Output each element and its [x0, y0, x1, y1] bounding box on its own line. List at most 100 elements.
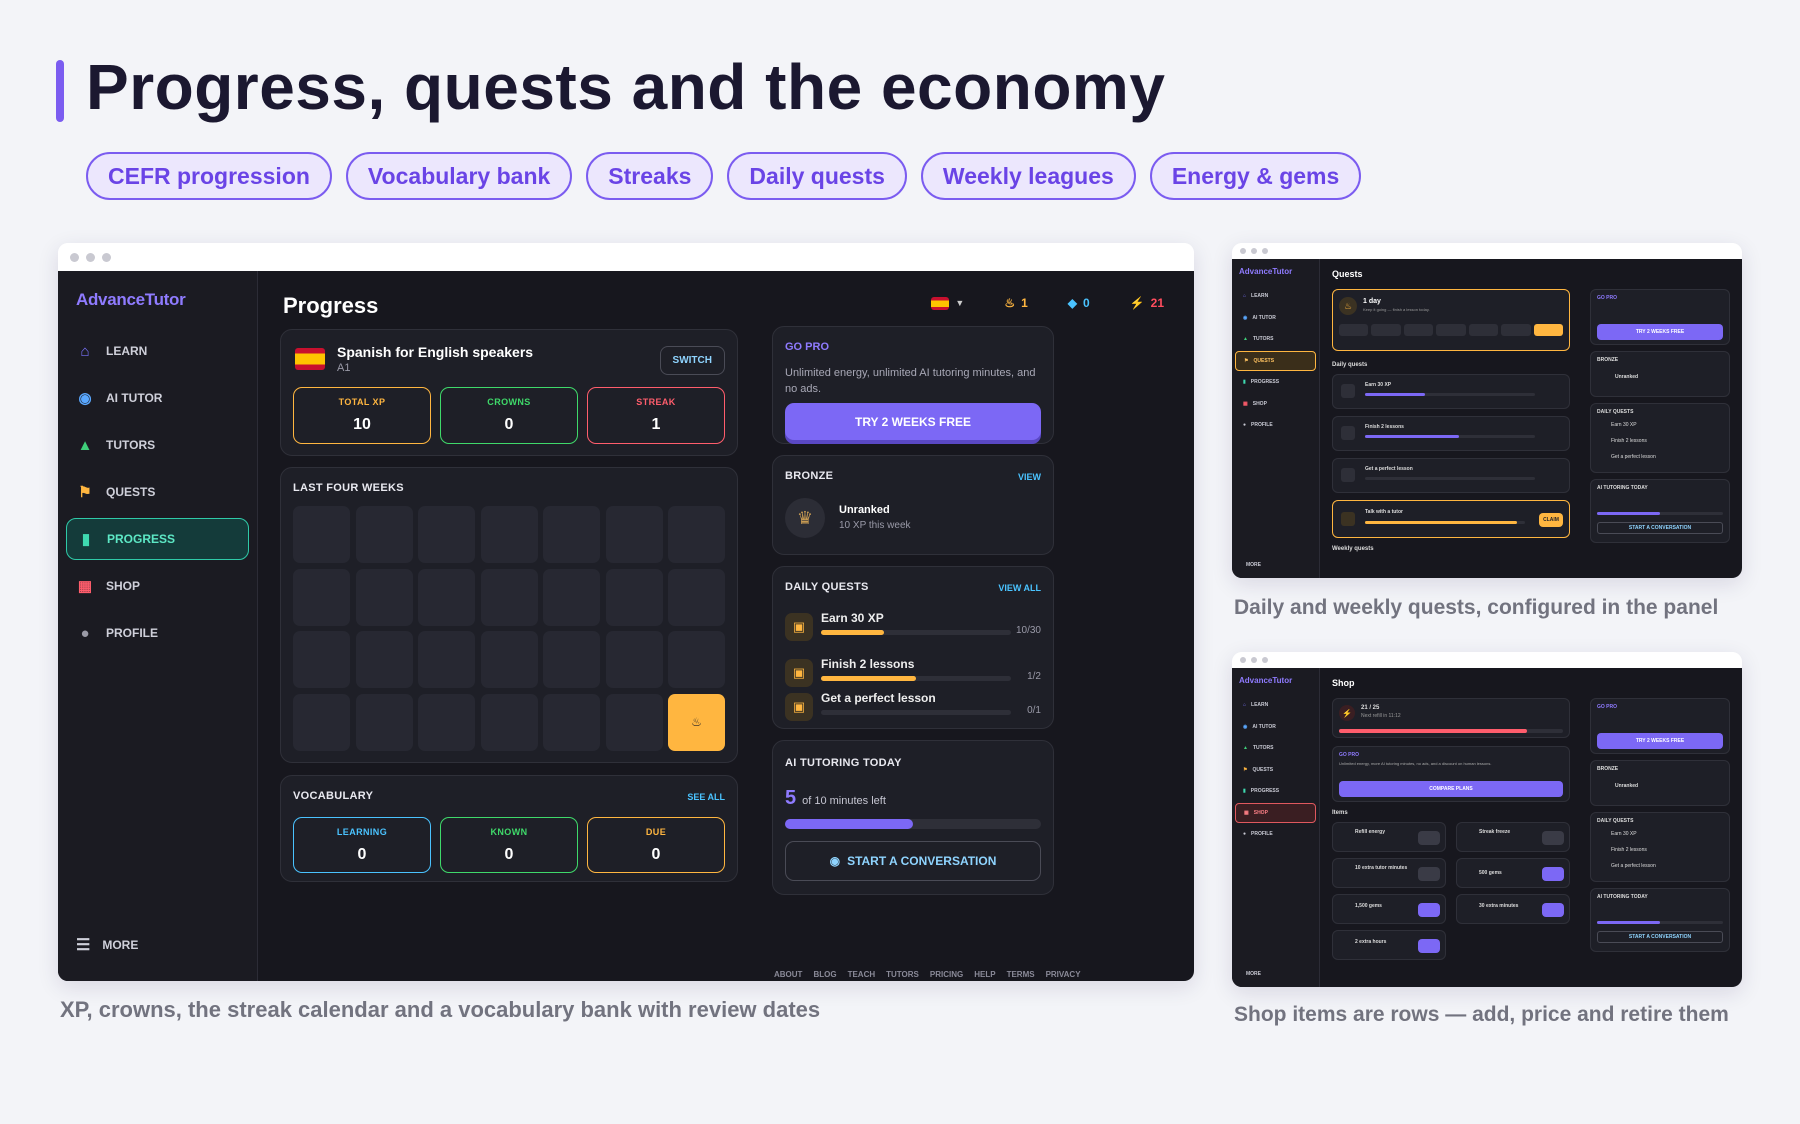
header-stats: ▼ ♨ 1 ◆ 0 ⚡ 21 — [931, 296, 1164, 310]
footer-link[interactable]: ABOUT — [774, 970, 803, 979]
chip-cefr: CEFR progression — [86, 152, 332, 200]
flame-icon: ♨ — [1004, 296, 1016, 310]
quests-window: AdvanceTutor ⌂ LEARN ◉ AI TUTOR ▲ TUTORS ⚑ Q… — [1232, 243, 1742, 578]
button-label: START A CONVERSATION — [847, 854, 997, 868]
nav-label: TUTORS — [1252, 336, 1274, 342]
switch-course-button[interactable]: SWITCH — [659, 346, 725, 375]
vocab-learning[interactable]: LEARNING 0 — [293, 817, 431, 873]
league-view-link[interactable]: VIEW — [1017, 472, 1041, 482]
nav-label: PROGRESS — [1250, 788, 1280, 794]
nav-label: QUESTS — [1252, 766, 1274, 773]
page-title: Progress — [283, 293, 379, 318]
item-name: 1,500 gems — [1355, 903, 1382, 909]
graduation-cap-icon: ▲ — [77, 436, 93, 454]
league-title: BRONZE — [785, 470, 834, 482]
week-strip — [1339, 324, 1563, 336]
quest-name: Earn 30 XP — [1611, 422, 1637, 428]
calendar-day — [605, 693, 663, 751]
sidebar-item-quests[interactable]: ⚑ QUESTS — [66, 471, 249, 513]
sidebar-item-learn[interactable]: ⌂ LEARN — [66, 330, 249, 372]
calendar-day — [480, 568, 538, 626]
quest-progress-bar — [821, 676, 1011, 681]
league-rank: Unranked — [839, 504, 890, 516]
footer-link[interactable]: BLOG — [813, 970, 837, 979]
footer-link[interactable]: PRIVACY — [1045, 970, 1081, 979]
quest-row: ▣ Get a perfect lesson 0/1 — [785, 691, 1041, 727]
flag-icon: ⚑ — [78, 484, 92, 501]
footer-link[interactable]: TUTORS — [886, 970, 919, 979]
chip-vocabulary: Vocabulary bank — [345, 152, 573, 200]
vocabulary-title: VOCABULARY — [293, 790, 374, 802]
calendar-day — [543, 631, 600, 688]
stat-crowns: CROWNS 0 — [440, 387, 578, 444]
quest-name: Earn 30 XP — [1611, 831, 1637, 837]
chip-streaks: Streaks — [586, 152, 714, 200]
language-selector[interactable]: ▼ — [931, 296, 965, 310]
calendar-day-active: ♨ — [668, 693, 725, 751]
page-heading: Progress, quests and the economy — [86, 51, 1166, 123]
stat-label: KNOWN — [490, 827, 528, 837]
mini-nav-learn: ⌂ LEARN — [1243, 702, 1269, 708]
sidebar-item-ai-tutor[interactable]: ◉ AI TUTOR — [66, 377, 249, 419]
gopro-title: GO PRO — [1597, 295, 1618, 301]
start-conversation-button: START A CONVERSATION — [1597, 931, 1723, 943]
calendar-day — [543, 506, 600, 563]
sidebar-item-progress[interactable]: ▮ PROGRESS — [66, 518, 249, 560]
mini-nav-learn: ⌂ LEARN — [1243, 293, 1269, 299]
gopro-title: GO PRO — [785, 341, 830, 353]
sidebar-more[interactable]: ☰ MORE — [76, 935, 138, 955]
nav-label: SHOP — [1253, 809, 1268, 816]
footer-link[interactable]: PRICING — [929, 970, 964, 979]
calendar-day — [418, 631, 475, 688]
vocab-due[interactable]: DUE 0 — [587, 817, 725, 873]
stat-value: 0 — [504, 846, 514, 863]
gem-counter[interactable]: ◆ 0 — [1068, 296, 1090, 310]
footer-links: ABOUT BLOG TEACH TUTORS PRICING HELP TERMS PRIV… — [774, 970, 1081, 979]
streak-counter[interactable]: ♨ 1 — [1004, 296, 1027, 310]
sidebar-item-profile[interactable]: ● PROFILE — [66, 612, 249, 654]
try-free-button[interactable]: TRY 2 WEEKS FREE — [785, 403, 1041, 440]
mini-league-card: BRONZE Unranked — [1590, 760, 1730, 806]
footer-link[interactable]: TERMS — [1006, 970, 1035, 979]
mini-nav-quests: ⚑ QUESTS — [1235, 350, 1316, 371]
calendar-grid: ♨ — [293, 506, 725, 751]
window-titlebar — [1232, 652, 1742, 668]
quest-name: Get a perfect lesson — [1611, 863, 1656, 869]
nav-label: QUESTS — [106, 485, 156, 499]
chest-icon — [1341, 468, 1355, 482]
chevron-down-icon: ▼ — [955, 298, 965, 308]
footer-link[interactable]: HELP — [974, 970, 996, 979]
calendar-day — [605, 631, 663, 688]
league-title: BRONZE — [1597, 357, 1619, 363]
start-conversation-button[interactable]: ◉ START A CONVERSATION — [785, 841, 1041, 881]
app-logo: AdvanceTutor — [1239, 267, 1293, 276]
view-all-link[interactable]: VIEW ALL — [998, 583, 1041, 593]
footer-link[interactable]: TEACH — [847, 970, 876, 979]
nav-label: SHOP — [1252, 400, 1267, 407]
mini-quests-card: DAILY QUESTS Earn 30 XP Finish 2 lessons Ge… — [1590, 403, 1730, 473]
course-level: A1 — [337, 362, 351, 374]
sidebar-item-tutors[interactable]: ▲ TUTORS — [66, 424, 249, 466]
mini-nav-ai-tutor: ◉ AI TUTOR — [1243, 723, 1276, 730]
see-all-link[interactable]: SEE ALL — [687, 792, 725, 802]
minutes-label: of 10 minutes left — [802, 795, 886, 807]
chest-icon: ▣ — [785, 613, 813, 641]
chest-icon: ▣ — [785, 659, 813, 687]
nav-label: PROFILE — [1251, 831, 1273, 837]
course-name: Spanish for English speakers — [337, 344, 534, 360]
shop-title: Shop — [1332, 678, 1355, 688]
quests-caption: Daily and weekly quests, configured in t… — [1234, 596, 1719, 619]
store-icon: ▦ — [77, 578, 93, 595]
mini-quests-card: DAILY QUESTS Earn 30 XP Finish 2 lessons Ge… — [1590, 812, 1730, 882]
nav-label: QUESTS — [1253, 357, 1275, 364]
gopro-text: Unlimited energy, unlimited AI tutoring … — [785, 367, 1036, 395]
mini-nav-progress: ▮ PROGRESS — [1243, 379, 1280, 385]
chip-daily-quests: Daily quests — [727, 152, 907, 200]
quest-name: Finish 2 lessons — [1365, 424, 1404, 430]
vocab-known[interactable]: KNOWN 0 — [440, 817, 578, 873]
sidebar-item-shop[interactable]: ▦ SHOP — [66, 565, 249, 607]
streak-count: 1 — [1021, 296, 1028, 310]
league-card: BRONZE VIEW ♛ Unranked 10 XP this week — [772, 455, 1054, 555]
app-logo[interactable]: AdvanceTutor — [76, 290, 186, 309]
energy-counter[interactable]: ⚡ 21 — [1130, 296, 1164, 310]
